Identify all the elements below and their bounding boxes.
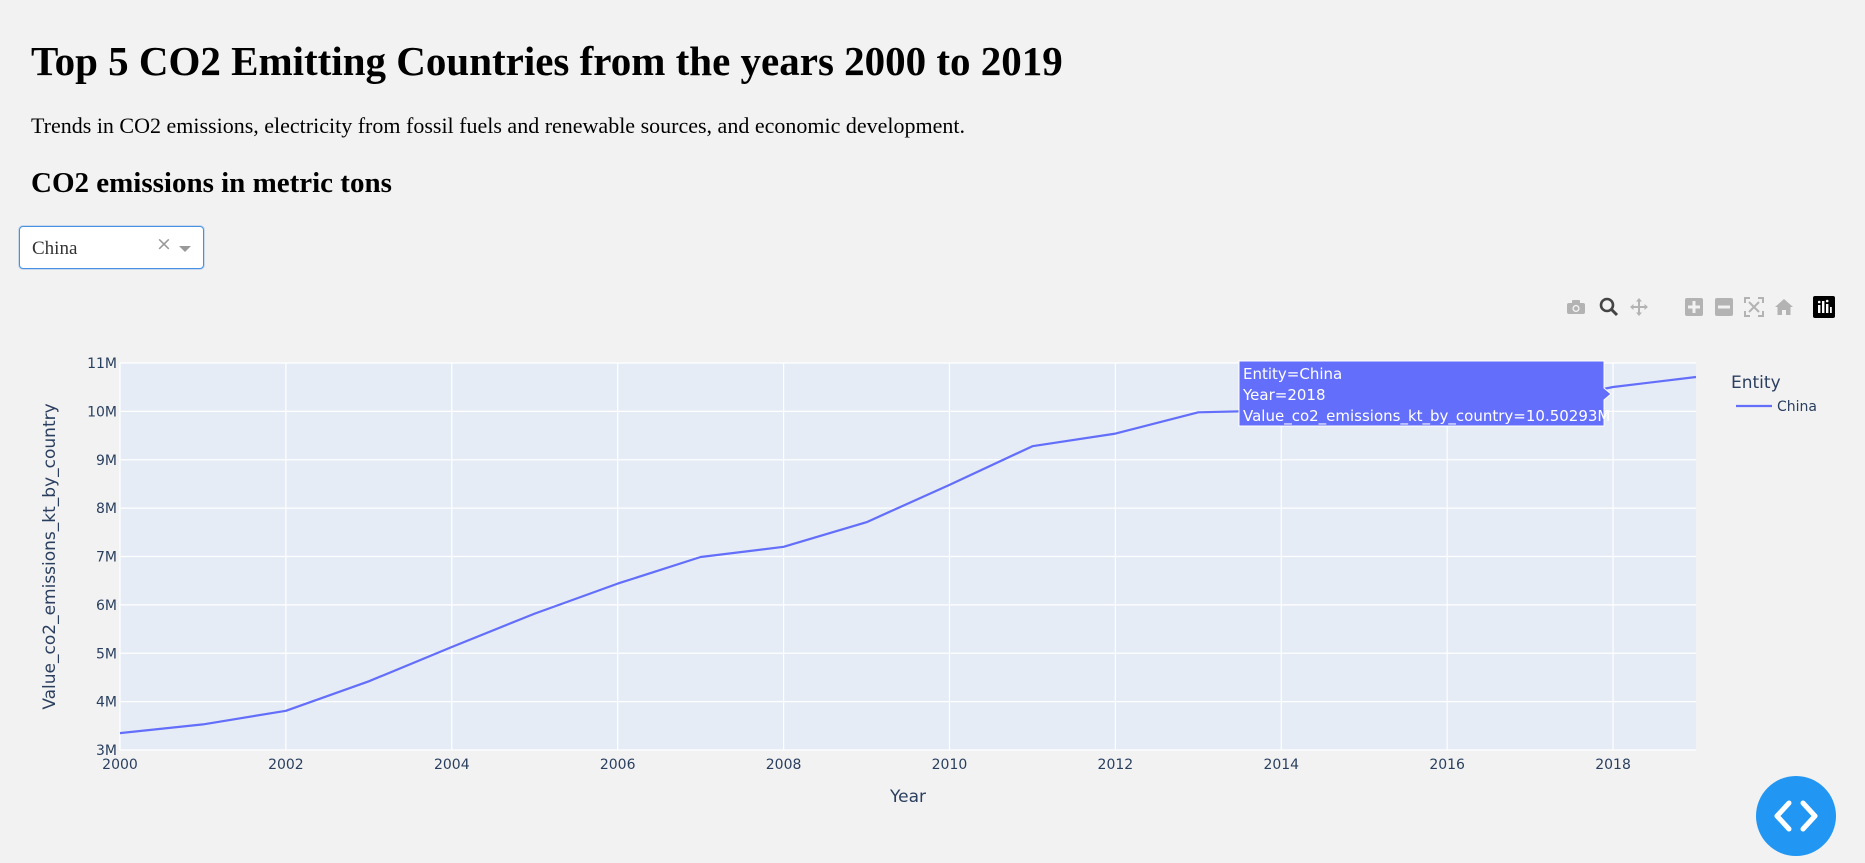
y-axis-label: Value_co2_emissions_kt_by_country <box>40 403 60 709</box>
x-axis-label: Year <box>889 787 926 807</box>
reset-axes-icon[interactable] <box>1773 296 1795 318</box>
x-tick-label: 2006 <box>600 757 636 773</box>
grid-lines <box>119 362 1696 751</box>
code-icon <box>1774 800 1818 832</box>
legend-title: Entity <box>1731 373 1781 393</box>
page-subtitle: Trends in CO2 emissions, electricity fro… <box>31 113 965 138</box>
y-tick-label: 8M <box>96 501 117 517</box>
x-tick-label: 2012 <box>1098 757 1134 773</box>
y-tick-label: 9M <box>96 453 117 469</box>
country-dropdown[interactable]: China × <box>19 226 204 269</box>
zoom-icon[interactable] <box>1598 296 1620 318</box>
y-tick-label: 7M <box>96 550 117 566</box>
x-axis-ticks: 2000 2002 2004 2006 2008 2010 2012 2014 2016 2018 <box>102 757 1631 773</box>
zoom-in-icon[interactable] <box>1683 296 1705 318</box>
autoscale-icon[interactable] <box>1743 296 1765 318</box>
legend-item-label: China <box>1777 399 1817 415</box>
legend: Entity China <box>1731 373 1817 415</box>
y-axis-ticks: 3M 4M 5M 6M 7M 8M 9M 10M 11M <box>87 356 117 759</box>
y-tick-label: 4M <box>96 695 117 711</box>
chart-modebar <box>1565 296 1845 320</box>
camera-icon[interactable] <box>1565 296 1587 318</box>
y-tick-label: 5M <box>96 646 117 662</box>
x-tick-label: 2014 <box>1263 757 1299 773</box>
code-toggle-button[interactable] <box>1756 776 1836 856</box>
x-tick-label: 2000 <box>102 757 138 773</box>
x-tick-label: 2010 <box>932 757 968 773</box>
x-tick-label: 2018 <box>1595 757 1631 773</box>
tooltip-box <box>1238 360 1612 427</box>
hover-tooltip: Entity=China Year=2018 Value_co2_emissio… <box>1238 360 1612 427</box>
y-tick-label: 10M <box>87 404 117 420</box>
section-title: CO2 emissions in metric tons <box>31 167 392 199</box>
y-tick-label: 6M <box>96 598 117 614</box>
tooltip-year: Year=2018 <box>1242 386 1326 404</box>
pan-icon[interactable] <box>1628 296 1650 318</box>
zoom-out-icon[interactable] <box>1713 296 1735 318</box>
x-tick-label: 2004 <box>434 757 470 773</box>
x-tick-label: 2002 <box>268 757 304 773</box>
y-tick-label: 11M <box>87 356 117 372</box>
clear-selection-icon[interactable]: × <box>156 233 172 255</box>
x-tick-label: 2016 <box>1429 757 1465 773</box>
chevron-down-icon[interactable] <box>179 246 191 252</box>
y-tick-label: 3M <box>96 743 117 759</box>
x-tick-label: 2008 <box>766 757 802 773</box>
page-title: Top 5 CO2 Emitting Countries from the ye… <box>31 38 1063 84</box>
dropdown-selected-value: China <box>32 238 78 259</box>
plotly-logo-icon[interactable] <box>1813 296 1835 318</box>
tooltip-entity: Entity=China <box>1243 365 1342 383</box>
tooltip-value: Value_co2_emissions_kt_by_country=10.502… <box>1243 407 1610 426</box>
